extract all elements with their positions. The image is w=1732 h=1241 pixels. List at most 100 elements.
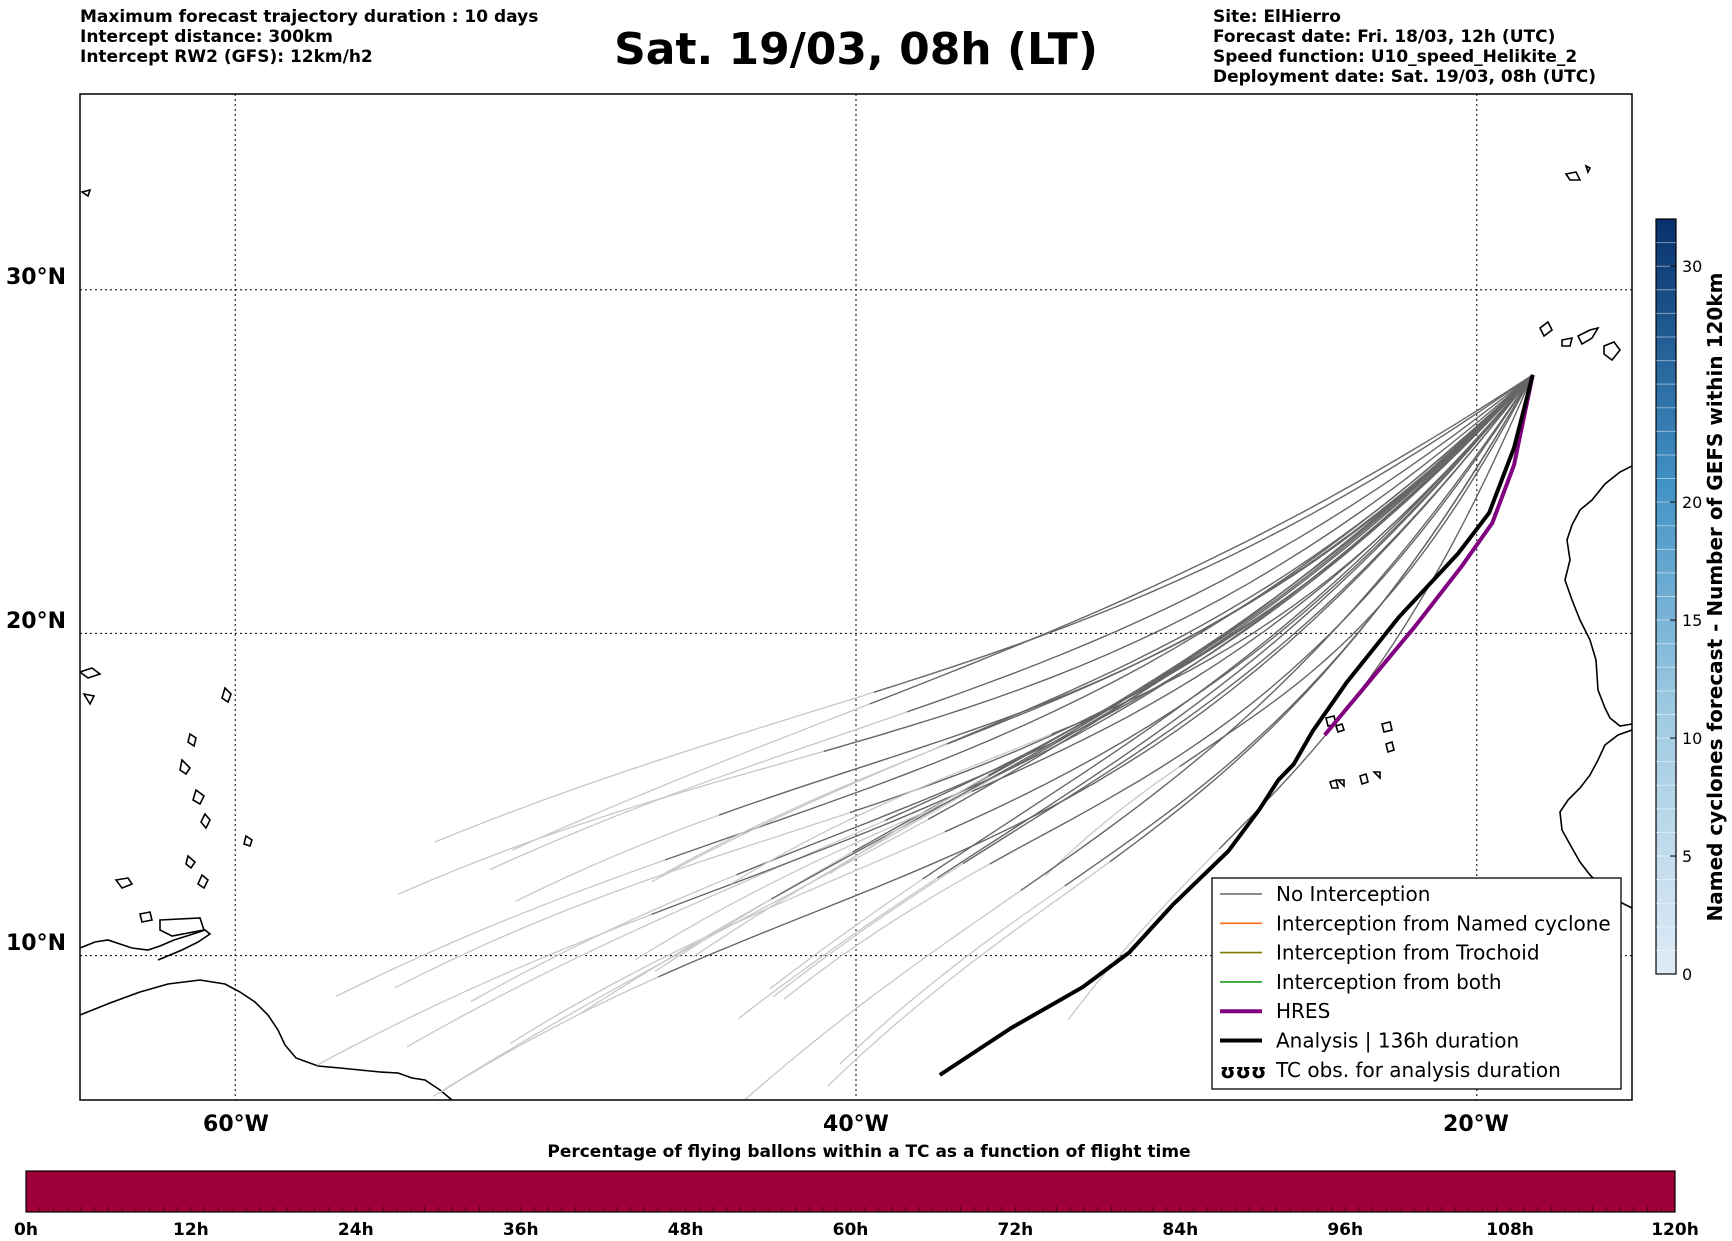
legend-label: TC obs. for analysis duration bbox=[1275, 1058, 1561, 1082]
coastline-segment bbox=[196, 873, 209, 890]
legend-label: Interception from both bbox=[1276, 970, 1502, 994]
ensemble-trajectory-light bbox=[316, 913, 652, 1066]
bottom-colorbar-tick: 24h bbox=[338, 1220, 374, 1240]
coastline-segment bbox=[1564, 465, 1632, 727]
lon-label-40w: 40°W bbox=[823, 1112, 889, 1137]
page-title-text: Sat. 19/03, 08h (LT) bbox=[614, 24, 1098, 75]
ensemble-trajectory-dark bbox=[657, 374, 1534, 978]
ensemble-trajectory-light bbox=[489, 711, 908, 871]
legend: No Interception Interception from Named c… bbox=[1211, 877, 1622, 1090]
coastline-segment bbox=[80, 929, 212, 961]
coastline-segment bbox=[80, 979, 453, 1100]
ensemble-trajectory-light bbox=[406, 819, 886, 1048]
lat-label-20n: 20°N bbox=[6, 609, 66, 634]
bottom-colorbar-tick: 36h bbox=[503, 1220, 539, 1240]
coastline-segment bbox=[1584, 164, 1592, 175]
coastline-segment bbox=[1603, 341, 1622, 362]
colorbar-tick-label: 5 bbox=[1682, 847, 1692, 866]
right-colorbar: 30 20 15 10 5 0 Named cyclones forecast - Num… bbox=[1655, 218, 1727, 984]
header-info-right: Site: ElHierro Forecast date: Fri. 18/03… bbox=[1213, 7, 1596, 87]
lat-label-10n: 10°N bbox=[6, 931, 66, 956]
ensemble-trajectory-light bbox=[769, 878, 923, 990]
bottom-colorbar-tick: 84h bbox=[1162, 1220, 1198, 1240]
ensemble-trajectory-light bbox=[783, 863, 991, 1000]
coastline-segment bbox=[1381, 721, 1393, 733]
colorbar-tick-label: 15 bbox=[1682, 611, 1702, 630]
page-title: Sat. 19/03, 08h (LT) bbox=[0, 24, 1732, 76]
bottom-colorbar-tick: 0h bbox=[14, 1220, 38, 1240]
ensemble-trajectory-light bbox=[515, 814, 720, 902]
coastline-segment bbox=[187, 732, 197, 748]
coastline-segment bbox=[1576, 326, 1600, 346]
coastline-segment bbox=[1564, 171, 1582, 181]
coastline-segment bbox=[192, 788, 206, 806]
coastline-segment bbox=[159, 917, 206, 937]
map-frame bbox=[79, 93, 1633, 1101]
coastline-segment bbox=[80, 188, 92, 198]
ensemble-trajectory-dark bbox=[936, 374, 1534, 879]
bottom-colorbar: Percentage of flying ballons within a TC… bbox=[14, 1142, 1699, 1240]
ensemble-trajectory-light bbox=[433, 818, 929, 1097]
header-right-line-3: Speed function: U10_speed_Helikite_2 bbox=[1213, 47, 1578, 67]
bottom-colorbar-title: Percentage of flying ballons within a TC… bbox=[547, 1142, 1190, 1162]
lat-label-30n: 30°N bbox=[6, 265, 66, 290]
ensemble-trajectory-light bbox=[394, 811, 851, 989]
legend-label: Interception from Trochoid bbox=[1276, 941, 1540, 965]
right-colorbar-label: Named cyclones forecast - Number of GEFS… bbox=[1703, 273, 1727, 922]
ensemble-trajectory-light bbox=[434, 691, 875, 843]
ensemble-trajectory-dark bbox=[849, 374, 1534, 814]
ensemble-trajectory-light bbox=[738, 877, 938, 1019]
bottom-colorbar-tick: 120h bbox=[1651, 1220, 1699, 1240]
legend-symbol: ʊʊʊ bbox=[1220, 1059, 1266, 1083]
header-left-line-2: Intercept distance: 300km bbox=[80, 27, 333, 47]
colorbar-tick-label: 20 bbox=[1682, 493, 1702, 512]
header-right-line-2: Forecast date: Fri. 18/03, 12h (UTC) bbox=[1213, 27, 1556, 47]
bottom-colorbar-tick: 48h bbox=[668, 1220, 704, 1240]
ensemble-trajectory-dark bbox=[1178, 374, 1534, 768]
ensemble-trajectory-light bbox=[1067, 848, 1220, 1021]
legend-label: Interception from Named cyclone bbox=[1276, 911, 1611, 935]
ensemble-trajectory-light bbox=[839, 885, 1066, 1065]
ensemble-trajectory-dark bbox=[651, 374, 1534, 916]
ensemble-trajectory-dark bbox=[1007, 374, 1534, 771]
legend-label: No Interception bbox=[1276, 882, 1430, 906]
ensemble-trajectories bbox=[316, 374, 1534, 1100]
coastline-segment bbox=[243, 834, 253, 848]
ensemble-trajectory-light bbox=[772, 863, 964, 998]
coastline-segment bbox=[1561, 336, 1574, 347]
legend-box bbox=[1211, 877, 1622, 1090]
legend-label: HRES bbox=[1276, 999, 1330, 1023]
ensemble-trajectory-dark bbox=[1020, 374, 1534, 892]
ensemble-trajectory-dark bbox=[823, 374, 1534, 753]
coastline-segment bbox=[1334, 722, 1346, 734]
header-left-line-3: Intercept RW2 (GFS): 12km/h2 bbox=[80, 47, 373, 67]
ensemble-trajectory-dark bbox=[869, 374, 1534, 705]
colorbar-tick-label: 0 bbox=[1682, 965, 1692, 984]
coastline-segment bbox=[1372, 771, 1381, 780]
coastline-segment bbox=[185, 854, 197, 870]
main-trajectories bbox=[938, 374, 1535, 1077]
header-right-line-4: Deployment date: Sat. 19/03, 08h (UTC) bbox=[1213, 67, 1597, 87]
ensemble-trajectory-dark bbox=[873, 374, 1534, 693]
coastline-segment bbox=[82, 692, 96, 706]
ensemble-trajectory-light bbox=[397, 750, 824, 895]
ensemble-trajectory-light bbox=[635, 790, 973, 961]
ensemble-trajectory-light bbox=[512, 703, 870, 851]
bottom-colorbar-tick: 60h bbox=[833, 1220, 869, 1240]
colorbar-tick-label: 30 bbox=[1682, 257, 1702, 276]
header-left-line-1: Maximum forecast trajectory duration : 1… bbox=[80, 7, 539, 27]
ensemble-trajectory-dark bbox=[989, 374, 1534, 865]
coastline-segment bbox=[1385, 740, 1395, 754]
ensemble-trajectory-light bbox=[744, 890, 1021, 1100]
coastline-segment bbox=[1538, 320, 1554, 338]
ensemble-trajectory-dark bbox=[944, 374, 1534, 833]
coastline-segment bbox=[1359, 772, 1369, 786]
bottom-colorbar-tick: 96h bbox=[1327, 1220, 1363, 1240]
header-info-left: Maximum forecast trajectory duration : 1… bbox=[80, 7, 538, 67]
lon-label-60w: 60°W bbox=[203, 1112, 269, 1137]
ensemble-trajectory-dark bbox=[1064, 374, 1534, 887]
bottom-colorbar-bar bbox=[25, 1170, 1676, 1213]
ensemble-trajectory-dark bbox=[987, 374, 1534, 777]
bottom-colorbar-tick: 12h bbox=[173, 1220, 209, 1240]
